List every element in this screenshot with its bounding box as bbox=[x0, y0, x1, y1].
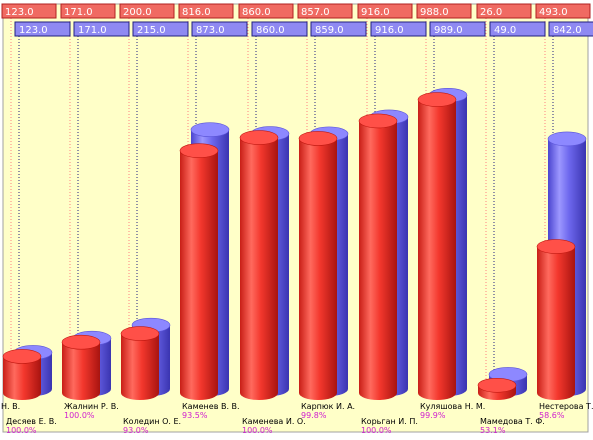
percent-label: 100.0% bbox=[242, 426, 273, 435]
category-label: Карпюк И. А. bbox=[301, 402, 355, 411]
category-label: Н. В. bbox=[1, 402, 20, 411]
value-label-blue: 171.0 bbox=[78, 25, 107, 36]
value-label-blue: 989.0 bbox=[434, 25, 463, 36]
value-label-blue: 860.0 bbox=[256, 25, 285, 36]
value-label-red: 816.0 bbox=[182, 7, 211, 18]
category-label: Жалнин Р. В. bbox=[64, 402, 119, 411]
label-box-red bbox=[357, 3, 413, 19]
category-label: Корьган И. П. bbox=[361, 417, 418, 426]
bar-red bbox=[239, 130, 279, 400]
value-label-red: 493.0 bbox=[539, 7, 568, 18]
value-label-red: 860.0 bbox=[242, 7, 271, 18]
percent-label: 93.0% bbox=[123, 426, 149, 435]
value-label-red: 200.0 bbox=[123, 7, 152, 18]
label-box-blue bbox=[548, 21, 593, 37]
category-label: Каменева И. О. bbox=[242, 417, 306, 426]
label-box-red bbox=[119, 3, 175, 19]
label-box-red bbox=[476, 3, 532, 19]
label-box-red bbox=[416, 3, 472, 19]
label-box-blue bbox=[73, 21, 130, 37]
value-label-red: 171.0 bbox=[64, 7, 93, 18]
category-label: Куляшова Н. М. bbox=[420, 402, 485, 411]
value-label-red: 123.0 bbox=[5, 7, 34, 18]
label-box-red bbox=[60, 3, 116, 19]
bar-red bbox=[61, 334, 101, 400]
label-box-blue bbox=[489, 21, 546, 37]
label-box-blue bbox=[310, 21, 367, 37]
value-label-blue: 123.0 bbox=[19, 25, 48, 36]
label-box-blue bbox=[191, 21, 248, 37]
bar-red bbox=[2, 349, 42, 400]
category-label: Нестерова Т. bbox=[539, 402, 593, 411]
value-label-red: 988.0 bbox=[420, 7, 449, 18]
percent-label: 100.0% bbox=[6, 426, 37, 435]
bar-red bbox=[298, 131, 338, 400]
value-label-blue: 873.0 bbox=[196, 25, 225, 36]
category-label: Мамедова Т. Ф. bbox=[480, 417, 545, 426]
percent-label: 99.8% bbox=[301, 411, 327, 420]
bar-blue-top bbox=[190, 122, 230, 138]
bar-red bbox=[120, 326, 160, 400]
value-label-blue: 215.0 bbox=[137, 25, 166, 36]
bar-red bbox=[179, 143, 219, 400]
category-label: Каменев В. В. bbox=[182, 402, 240, 411]
label-box-red bbox=[297, 3, 353, 19]
category-label: Десяев Е. В. bbox=[6, 417, 57, 426]
value-label-blue: 916.0 bbox=[375, 25, 404, 36]
label-box-blue bbox=[370, 21, 427, 37]
label-box-blue bbox=[251, 21, 308, 37]
value-label-red: 857.0 bbox=[301, 7, 330, 18]
value-label-blue: 49.0 bbox=[494, 25, 516, 36]
label-box-blue bbox=[132, 21, 189, 37]
value-label-red: 26.0 bbox=[480, 7, 502, 18]
percent-label: 99.9% bbox=[420, 411, 446, 420]
label-box-red bbox=[1, 3, 57, 19]
label-box-blue bbox=[429, 21, 486, 37]
bar-red bbox=[358, 113, 398, 400]
label-box-red bbox=[178, 3, 234, 19]
label-box-red bbox=[535, 3, 591, 19]
category-label: Коледин О. Е. bbox=[123, 417, 181, 426]
percent-label: 53.1% bbox=[480, 426, 506, 435]
bar-red bbox=[417, 92, 457, 401]
bar-blue-top bbox=[547, 131, 587, 147]
percent-label: 100.0% bbox=[64, 411, 95, 420]
label-box-red bbox=[238, 3, 294, 19]
value-label-red: 916.0 bbox=[361, 7, 390, 18]
value-label-blue: 842.0 bbox=[553, 25, 582, 36]
percent-label: 100.0% bbox=[361, 426, 392, 435]
bar-red bbox=[477, 377, 517, 400]
bar-red bbox=[536, 239, 576, 400]
percent-label: 58.6% bbox=[539, 411, 565, 420]
value-label-blue: 859.0 bbox=[315, 25, 344, 36]
percent-label: 93.5% bbox=[182, 411, 208, 420]
label-box-blue bbox=[14, 21, 71, 37]
